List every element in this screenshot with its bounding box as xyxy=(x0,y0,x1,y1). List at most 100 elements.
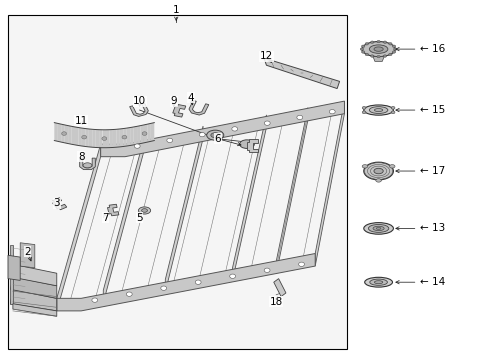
Polygon shape xyxy=(143,124,147,143)
Polygon shape xyxy=(53,198,67,210)
Ellipse shape xyxy=(362,165,367,168)
Polygon shape xyxy=(109,130,113,148)
Circle shape xyxy=(393,48,396,50)
Ellipse shape xyxy=(374,109,382,112)
Circle shape xyxy=(370,55,373,57)
Ellipse shape xyxy=(372,226,384,231)
Polygon shape xyxy=(68,126,71,144)
Text: 6: 6 xyxy=(214,134,221,144)
Circle shape xyxy=(92,298,98,302)
Polygon shape xyxy=(57,253,315,311)
Ellipse shape xyxy=(375,228,380,229)
Ellipse shape xyxy=(206,130,224,140)
Text: 2: 2 xyxy=(24,247,31,257)
Polygon shape xyxy=(101,101,344,157)
Circle shape xyxy=(388,53,391,56)
Circle shape xyxy=(122,135,126,139)
Polygon shape xyxy=(20,243,35,268)
Circle shape xyxy=(383,41,386,44)
Circle shape xyxy=(390,107,394,109)
Ellipse shape xyxy=(388,165,394,168)
Text: ← 16: ← 16 xyxy=(419,44,445,54)
Polygon shape xyxy=(246,139,258,152)
Circle shape xyxy=(362,111,365,114)
Text: 8: 8 xyxy=(78,152,84,162)
Polygon shape xyxy=(106,130,109,148)
Polygon shape xyxy=(130,127,133,145)
Ellipse shape xyxy=(239,140,254,148)
Polygon shape xyxy=(58,123,61,142)
Ellipse shape xyxy=(363,162,393,180)
Circle shape xyxy=(376,55,380,58)
Polygon shape xyxy=(10,244,13,304)
Polygon shape xyxy=(188,100,208,115)
Polygon shape xyxy=(10,277,57,298)
Circle shape xyxy=(264,268,269,273)
Polygon shape xyxy=(165,126,203,292)
Circle shape xyxy=(365,53,368,56)
Text: 1: 1 xyxy=(173,5,179,15)
Text: ← 15: ← 15 xyxy=(419,105,445,115)
Polygon shape xyxy=(96,130,99,148)
Polygon shape xyxy=(113,129,116,148)
Circle shape xyxy=(298,262,304,266)
Circle shape xyxy=(361,51,364,53)
Polygon shape xyxy=(372,57,384,61)
Ellipse shape xyxy=(138,207,150,214)
Circle shape xyxy=(195,280,201,284)
Text: 10: 10 xyxy=(133,96,146,106)
Circle shape xyxy=(199,132,205,137)
Ellipse shape xyxy=(368,45,387,53)
Polygon shape xyxy=(80,158,95,170)
Polygon shape xyxy=(85,129,89,147)
Polygon shape xyxy=(172,104,185,117)
Polygon shape xyxy=(315,101,344,266)
Polygon shape xyxy=(264,58,339,89)
Ellipse shape xyxy=(367,225,388,232)
Ellipse shape xyxy=(210,133,219,138)
Polygon shape xyxy=(8,255,20,280)
Text: 7: 7 xyxy=(102,213,109,222)
Text: 5: 5 xyxy=(136,213,142,222)
Polygon shape xyxy=(273,279,285,297)
Polygon shape xyxy=(92,129,96,148)
Polygon shape xyxy=(232,115,266,280)
Polygon shape xyxy=(81,128,85,147)
Polygon shape xyxy=(78,127,81,146)
Polygon shape xyxy=(147,123,150,142)
Polygon shape xyxy=(126,127,130,146)
Circle shape xyxy=(362,107,365,109)
Circle shape xyxy=(391,45,395,48)
Ellipse shape xyxy=(142,209,147,212)
Circle shape xyxy=(229,274,235,278)
Circle shape xyxy=(61,132,66,135)
Ellipse shape xyxy=(373,47,383,51)
Polygon shape xyxy=(89,129,92,147)
Ellipse shape xyxy=(369,279,386,285)
Circle shape xyxy=(296,115,302,120)
Text: ← 17: ← 17 xyxy=(419,166,445,176)
Ellipse shape xyxy=(363,105,393,115)
Circle shape xyxy=(161,286,166,290)
Text: 4: 4 xyxy=(187,93,194,103)
Circle shape xyxy=(390,111,394,114)
Polygon shape xyxy=(99,130,102,148)
Polygon shape xyxy=(137,126,140,144)
Text: ← 13: ← 13 xyxy=(419,224,445,233)
Polygon shape xyxy=(120,129,123,147)
Circle shape xyxy=(166,138,172,143)
Polygon shape xyxy=(64,125,68,144)
Text: 18: 18 xyxy=(269,297,282,307)
Ellipse shape xyxy=(374,281,382,284)
Polygon shape xyxy=(54,123,58,141)
Ellipse shape xyxy=(375,179,381,182)
Polygon shape xyxy=(10,289,57,311)
Circle shape xyxy=(134,144,140,148)
Circle shape xyxy=(102,137,106,140)
Circle shape xyxy=(360,48,363,50)
Polygon shape xyxy=(102,130,106,148)
Polygon shape xyxy=(123,128,126,147)
Circle shape xyxy=(361,45,364,48)
Polygon shape xyxy=(61,124,64,143)
Polygon shape xyxy=(140,125,143,144)
